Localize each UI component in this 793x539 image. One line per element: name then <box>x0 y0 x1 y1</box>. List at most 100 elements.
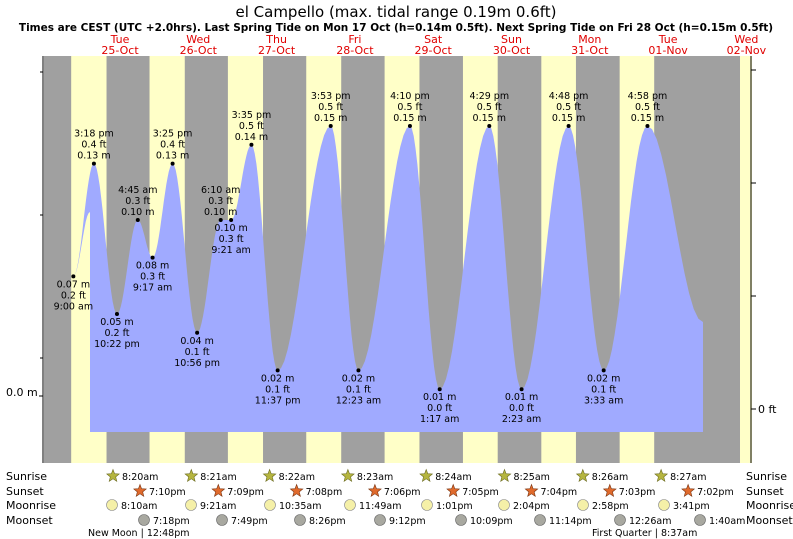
tide-label: 0.13 m <box>77 151 110 162</box>
y-axis-label-left: 0.0 m <box>6 386 38 399</box>
sunset-entry: 7:05pm <box>446 483 499 498</box>
tide-point <box>437 387 442 392</box>
axes: 0.0 m 0 ft <box>6 56 777 463</box>
tide-label: 0.15 m <box>314 113 347 124</box>
high-tide-marker: 4:10 pm0.5 ft0.15 m <box>390 91 430 128</box>
daylight-band <box>740 56 752 463</box>
tide-point <box>328 124 333 128</box>
tide-point <box>566 124 571 128</box>
day-name: Sat <box>424 33 443 46</box>
tide-label: 4:29 pm <box>469 91 509 102</box>
day-date: 25-Oct <box>101 44 139 57</box>
moonset-time: 7:49pm <box>231 516 268 527</box>
moonset-icon <box>374 514 386 526</box>
moonrise-time: 10:35am <box>279 501 321 512</box>
high-tide-marker: 4:58 pm0.5 ft0.15 m <box>628 91 667 128</box>
tide-label: 0.13 m <box>156 151 189 162</box>
moonrise-time: 2:04pm <box>513 501 550 512</box>
row-label-right: Moonrise <box>746 499 793 512</box>
tide-label: 0.5 ft <box>477 102 502 113</box>
tide-point <box>91 161 96 166</box>
moonrise-icon <box>185 499 197 511</box>
tide-label: 4:48 pm <box>549 91 589 102</box>
y-axis-label-right: 0 ft <box>758 403 777 416</box>
low-tide-marker: 0.01 m0.0 ft1:17 am <box>420 387 459 425</box>
tide-label: 0.5 ft <box>239 121 264 132</box>
moonset-time: 9:12pm <box>389 516 426 527</box>
sunset-icon <box>681 483 696 497</box>
sunset-time: 7:03pm <box>619 487 656 498</box>
sunrise-time: 8:24am <box>435 472 471 483</box>
day-name: Wed <box>734 33 758 46</box>
tide-label: 0.4 ft <box>160 140 185 151</box>
tide-label: 6:10 am <box>201 185 240 196</box>
tide-point <box>249 142 254 147</box>
moonrise-icon <box>344 499 356 511</box>
tide-label: 0.08 m <box>136 261 169 272</box>
tide-label: 0.2 ft <box>104 328 129 339</box>
sunrise-entry: 8:21am <box>184 468 237 483</box>
tide-label: 3:18 pm <box>74 129 114 140</box>
sunrise-icon <box>184 468 199 482</box>
sunrise-entry: 8:24am <box>419 468 472 483</box>
tide-label: 0.02 m <box>261 373 294 384</box>
sunset-icon <box>602 483 617 497</box>
moonset-icon <box>294 514 306 526</box>
moonset-time: 10:09pm <box>470 516 513 527</box>
moonset-entry: 11:14pm <box>534 514 592 527</box>
moonrise-entry: 2:58pm <box>577 499 629 512</box>
low-tide-marker: 0.02 m0.1 ft3:33 am <box>584 368 623 406</box>
day-name: Sun <box>501 33 522 46</box>
sunset-time: 7:02pm <box>697 487 734 498</box>
moonset-icon <box>455 514 467 526</box>
sunrise-icon <box>340 468 355 482</box>
tide-label: 0.5 ft <box>397 102 422 113</box>
moonrise-time: 11:49am <box>359 501 401 512</box>
day-date: 02-Nov <box>727 44 767 57</box>
moonrise-icon <box>658 499 670 511</box>
moonrise-entry: 11:49am <box>344 499 401 512</box>
sunrise-icon <box>575 468 590 482</box>
moonset-time: 12:26am <box>629 516 671 527</box>
tide-label: 4:10 pm <box>390 91 430 102</box>
sunrise-entry: 8:22am <box>262 468 315 483</box>
sunrise-time: 8:25am <box>514 472 550 483</box>
tide-label: 0.15 m <box>473 113 506 124</box>
moonset-icon <box>216 514 228 526</box>
moonset-entry: 1:40am <box>694 514 745 527</box>
tide-label: 0.5 ft <box>635 102 660 113</box>
day-name: Thu <box>265 33 287 46</box>
sunset-time: 7:05pm <box>462 487 499 498</box>
day-headers: Tue25-OctWed26-OctThu27-OctFri28-OctSat2… <box>101 33 766 57</box>
low-tide-marker: 0.10 m0.3 ft9:21 am <box>211 218 251 256</box>
chart-title: el Campello (max. tidal range 0.19m 0.6f… <box>235 3 556 21</box>
tide-label: 0.15 m <box>552 113 585 124</box>
tide-label: 0.1 ft <box>346 384 371 395</box>
sunrise-entry: 8:25am <box>497 468 550 483</box>
moonrise-icon <box>577 499 589 511</box>
tide-point <box>71 274 76 279</box>
moon-phase-label: First Quarter | 8:37am <box>592 528 697 539</box>
moonset-time: 8:26pm <box>309 516 346 527</box>
tide-area <box>73 126 703 432</box>
tide-label: 0.07 m <box>57 279 90 290</box>
day-date: 27-Oct <box>258 44 296 57</box>
moonset-time: 7:18pm <box>153 516 190 527</box>
high-tide-marker: 3:53 pm0.5 ft0.15 m <box>311 91 351 128</box>
moonset-time: 1:40am <box>709 516 745 527</box>
sunset-icon <box>367 483 382 497</box>
sunrise-time: 8:22am <box>279 472 315 483</box>
high-tide-marker: 4:48 pm0.5 ft0.15 m <box>549 91 589 128</box>
tide-label: 9:21 am <box>211 245 250 256</box>
high-tide-marker: 4:29 pm0.5 ft0.15 m <box>469 91 509 128</box>
day-date: 30-Oct <box>493 44 531 57</box>
moonrise-icon <box>421 499 433 511</box>
moonset-entry: 8:26pm <box>294 514 346 527</box>
sunset-time: 7:10pm <box>149 487 186 498</box>
tide-label: 0.10 m <box>214 223 247 234</box>
